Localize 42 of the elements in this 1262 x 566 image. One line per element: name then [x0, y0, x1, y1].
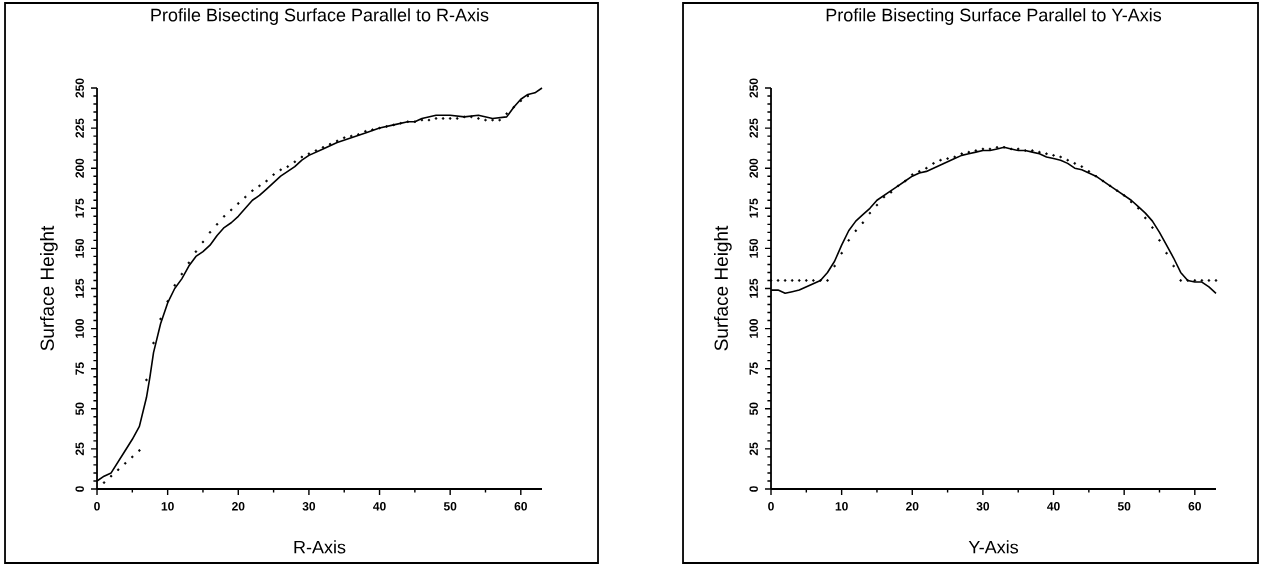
chart-title: Profile Bisecting Surface Parallel to Y-Axis [826, 8, 1162, 25]
y-tick-label: 175 [749, 198, 758, 218]
y-tick-label: 125 [75, 278, 84, 298]
x-tick-label: 10 [161, 502, 174, 511]
x-tick-label: 20 [906, 502, 919, 511]
x-tick-label: 0 [94, 502, 100, 511]
y-tick-label: 125 [749, 278, 758, 298]
y-tick-label: 175 [75, 198, 84, 218]
y-tick-label: 50 [75, 402, 84, 416]
y-tick-label: 150 [749, 238, 758, 258]
x-tick-label: 50 [443, 502, 457, 511]
x-tick-label: 10 [835, 502, 848, 511]
y-tick-label: 150 [75, 238, 84, 258]
x-tick-label: 20 [232, 502, 245, 511]
y-tick-label: 200 [749, 158, 758, 178]
y-tick-label: 25 [749, 442, 758, 456]
y-tick-label: 0 [75, 486, 84, 492]
y-axis-title: Surface Height [40, 225, 58, 351]
x-tick-label: 50 [1117, 502, 1131, 511]
y-tick-label: 200 [75, 158, 84, 178]
y-tick-label: 250 [75, 78, 84, 98]
y-tick-label: 0 [749, 486, 758, 492]
x-tick-label: 40 [1047, 502, 1060, 511]
y-tick-label: 225 [749, 118, 758, 138]
y-tick-label: 225 [75, 118, 84, 138]
y-tick-label: 100 [749, 319, 758, 338]
y-tick-label: 250 [749, 78, 758, 98]
x-tick-label: 60 [514, 502, 527, 511]
y-tick-label: 50 [749, 402, 758, 416]
x-tick-label: 40 [373, 502, 386, 511]
x-axis-title: R-Axis [294, 540, 346, 554]
x-tick-label: 30 [302, 502, 316, 511]
x-axis-title: Y-Axis [968, 540, 1019, 554]
chart-title: Profile Bisecting Surface Parallel to R-Axis [151, 8, 489, 25]
x-tick-label: 60 [1188, 502, 1201, 511]
x-tick-label: 30 [976, 502, 990, 511]
y-tick-label: 75 [75, 362, 84, 375]
y-tick-label: 100 [75, 319, 84, 338]
x-tick-label: 0 [768, 502, 774, 511]
y-tick-label: 75 [749, 362, 758, 375]
y-axis-title: Surface Height [714, 225, 732, 351]
y-tick-label: 25 [75, 442, 84, 456]
